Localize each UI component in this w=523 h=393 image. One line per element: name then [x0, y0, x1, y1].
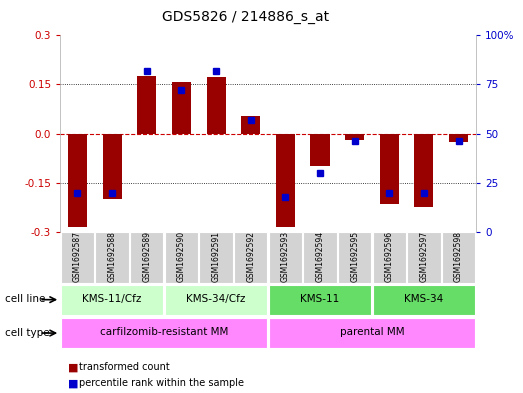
Bar	[407, 232, 440, 283]
Bar	[61, 232, 94, 283]
Bar	[373, 232, 406, 283]
Bar	[442, 232, 475, 283]
Text: GSM1692590: GSM1692590	[177, 231, 186, 282]
Bar	[130, 232, 163, 283]
Text: KMS-11/Cfz: KMS-11/Cfz	[83, 294, 142, 304]
Bar	[303, 232, 337, 283]
Text: parental MM: parental MM	[339, 327, 404, 338]
Bar	[165, 232, 198, 283]
Text: KMS-11: KMS-11	[300, 294, 339, 304]
Bar	[61, 318, 267, 348]
Bar	[207, 77, 225, 134]
Bar	[165, 285, 267, 315]
Bar	[68, 134, 87, 227]
Text: GSM1692598: GSM1692598	[454, 231, 463, 282]
Bar	[449, 134, 468, 142]
Bar	[311, 134, 329, 166]
Text: GSM1692596: GSM1692596	[385, 231, 394, 282]
Text: transformed count: transformed count	[79, 362, 170, 373]
Bar	[338, 232, 371, 283]
Text: KMS-34: KMS-34	[404, 294, 444, 304]
Text: GSM1692587: GSM1692587	[73, 231, 82, 282]
Bar	[373, 285, 475, 315]
Text: percentile rank within the sample: percentile rank within the sample	[79, 378, 244, 388]
Text: GSM1692592: GSM1692592	[246, 231, 255, 282]
Bar	[61, 285, 163, 315]
Text: KMS-34/Cfz: KMS-34/Cfz	[186, 294, 246, 304]
Bar	[172, 82, 191, 134]
Text: carfilzomib-resistant MM: carfilzomib-resistant MM	[100, 327, 228, 338]
Text: GSM1692591: GSM1692591	[212, 231, 221, 282]
Bar	[96, 232, 129, 283]
Text: cell type: cell type	[5, 328, 50, 338]
Bar	[414, 134, 434, 208]
Bar	[345, 134, 364, 140]
Bar	[269, 232, 302, 283]
Text: GSM1692588: GSM1692588	[108, 231, 117, 282]
Text: GSM1692597: GSM1692597	[419, 231, 428, 282]
Bar	[269, 318, 475, 348]
Text: cell line: cell line	[5, 294, 46, 305]
Text: GSM1692595: GSM1692595	[350, 231, 359, 282]
Bar	[137, 76, 156, 134]
Bar	[269, 285, 371, 315]
Bar	[380, 134, 399, 204]
Text: ■: ■	[68, 378, 78, 388]
Text: GDS5826 / 214886_s_at: GDS5826 / 214886_s_at	[162, 10, 329, 24]
Bar	[103, 134, 122, 199]
Text: GSM1692589: GSM1692589	[142, 231, 151, 282]
Bar	[241, 116, 260, 134]
Bar	[234, 232, 267, 283]
Text: GSM1692593: GSM1692593	[281, 231, 290, 282]
Text: GSM1692594: GSM1692594	[315, 231, 324, 282]
Bar	[199, 232, 233, 283]
Bar	[276, 134, 295, 227]
Text: ■: ■	[68, 362, 78, 373]
